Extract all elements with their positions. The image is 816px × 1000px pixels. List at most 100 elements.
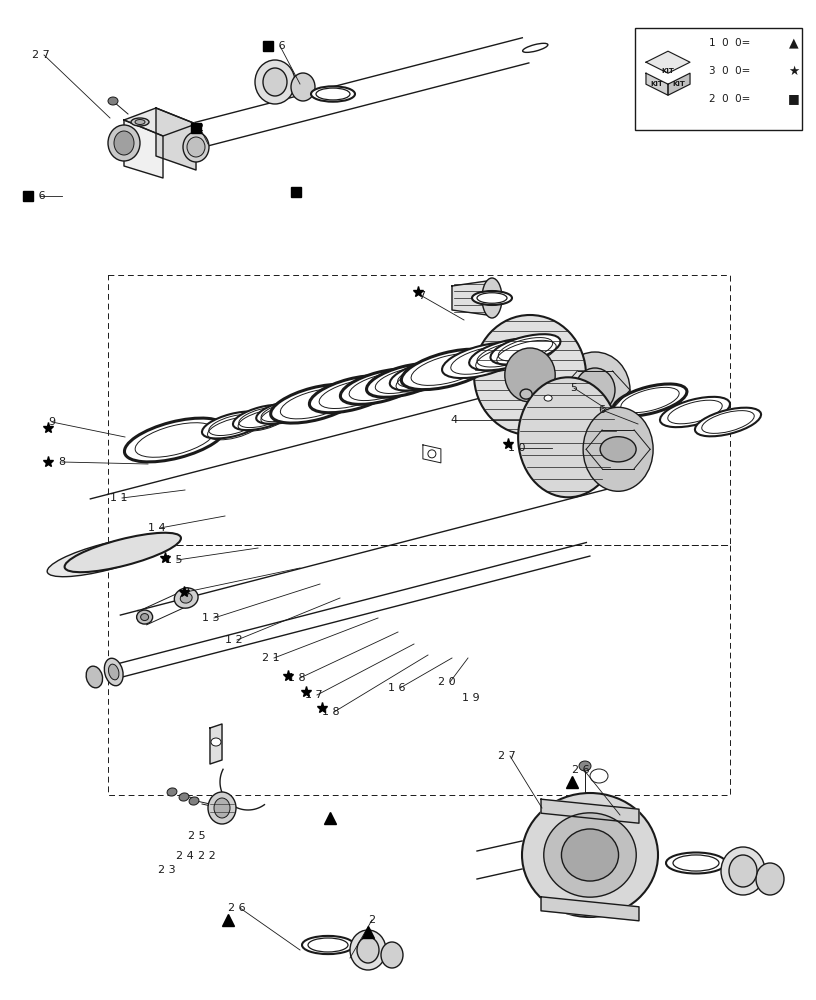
Ellipse shape (108, 125, 140, 161)
Ellipse shape (349, 373, 413, 401)
Ellipse shape (561, 829, 619, 881)
Ellipse shape (411, 353, 485, 385)
Bar (635, 28, 802, 130)
Text: 2: 2 (368, 915, 375, 925)
Text: ▲: ▲ (789, 36, 799, 49)
Ellipse shape (202, 411, 264, 438)
Text: 8: 8 (182, 587, 189, 597)
Ellipse shape (505, 348, 555, 402)
Ellipse shape (482, 278, 502, 318)
Ellipse shape (189, 797, 199, 805)
Polygon shape (452, 280, 494, 316)
Ellipse shape (472, 291, 512, 305)
Ellipse shape (477, 293, 507, 303)
Ellipse shape (104, 658, 123, 686)
Text: 2: 2 (196, 123, 203, 133)
Text: 1 3: 1 3 (202, 613, 220, 623)
Ellipse shape (271, 384, 360, 423)
Text: 4: 4 (450, 415, 457, 425)
Text: 1 0: 1 0 (508, 443, 526, 453)
Text: 1 5: 1 5 (165, 555, 183, 565)
Ellipse shape (600, 437, 636, 462)
Ellipse shape (109, 664, 119, 680)
Text: 2 3: 2 3 (158, 865, 175, 875)
Text: 2 0: 2 0 (438, 677, 455, 687)
Polygon shape (646, 51, 690, 73)
Text: 2 6: 2 6 (28, 191, 46, 201)
Ellipse shape (316, 88, 350, 100)
Ellipse shape (518, 377, 618, 497)
Ellipse shape (187, 137, 205, 157)
Ellipse shape (375, 367, 436, 393)
Ellipse shape (702, 411, 754, 433)
Ellipse shape (543, 813, 636, 897)
Ellipse shape (131, 118, 149, 126)
Polygon shape (541, 897, 639, 921)
Ellipse shape (47, 537, 163, 577)
Ellipse shape (211, 738, 221, 746)
Text: 1 8: 1 8 (322, 707, 339, 717)
Ellipse shape (308, 938, 348, 952)
Ellipse shape (520, 389, 532, 399)
Text: 6: 6 (598, 405, 605, 415)
Ellipse shape (233, 405, 291, 430)
Ellipse shape (660, 397, 730, 427)
Text: 2 2: 2 2 (198, 851, 215, 861)
Ellipse shape (114, 131, 134, 155)
Ellipse shape (135, 119, 145, 124)
Text: 7: 7 (418, 291, 425, 301)
Ellipse shape (621, 387, 679, 413)
Ellipse shape (490, 334, 561, 365)
Ellipse shape (175, 588, 198, 608)
Ellipse shape (477, 342, 535, 367)
Ellipse shape (179, 793, 189, 801)
Ellipse shape (695, 408, 761, 436)
Polygon shape (541, 799, 639, 823)
Text: 2 6: 2 6 (268, 41, 286, 51)
Polygon shape (646, 73, 668, 95)
Ellipse shape (729, 855, 757, 887)
Ellipse shape (357, 937, 379, 963)
Ellipse shape (140, 614, 149, 621)
Ellipse shape (522, 793, 658, 917)
Ellipse shape (136, 610, 153, 624)
Ellipse shape (575, 368, 615, 412)
Ellipse shape (756, 863, 784, 895)
Ellipse shape (560, 352, 630, 428)
Ellipse shape (183, 132, 209, 162)
Ellipse shape (311, 86, 355, 102)
Ellipse shape (397, 364, 452, 387)
Text: 2 5: 2 5 (188, 831, 206, 841)
Ellipse shape (208, 792, 236, 824)
Ellipse shape (340, 369, 422, 404)
Ellipse shape (390, 360, 459, 391)
Ellipse shape (450, 346, 515, 374)
Ellipse shape (381, 942, 403, 968)
Text: 1 4: 1 4 (148, 523, 166, 533)
Text: 9: 9 (48, 417, 55, 427)
Ellipse shape (281, 389, 350, 419)
Text: 1  0  0=: 1 0 0= (709, 38, 751, 48)
Text: 1 8: 1 8 (288, 673, 306, 683)
Ellipse shape (291, 73, 315, 101)
Ellipse shape (583, 407, 653, 491)
Text: 1 6: 1 6 (388, 683, 406, 693)
Text: 1 2: 1 2 (225, 635, 242, 645)
Text: KIT: KIT (650, 81, 663, 87)
Text: ■: ■ (788, 93, 800, 105)
Polygon shape (423, 445, 441, 463)
Ellipse shape (86, 666, 103, 688)
Text: 1 7: 1 7 (305, 690, 322, 700)
Text: KIT: KIT (672, 81, 685, 87)
Text: 2 7: 2 7 (498, 751, 516, 761)
Text: 2 1: 2 1 (262, 653, 280, 663)
Ellipse shape (499, 338, 552, 361)
Text: 2 7: 2 7 (32, 50, 50, 60)
Ellipse shape (366, 364, 444, 397)
Ellipse shape (309, 376, 395, 413)
Text: 1 1: 1 1 (110, 493, 127, 503)
Text: KIT: KIT (662, 68, 675, 74)
Text: 2 6: 2 6 (228, 903, 246, 913)
Text: ★: ★ (788, 64, 800, 78)
Ellipse shape (263, 68, 287, 96)
